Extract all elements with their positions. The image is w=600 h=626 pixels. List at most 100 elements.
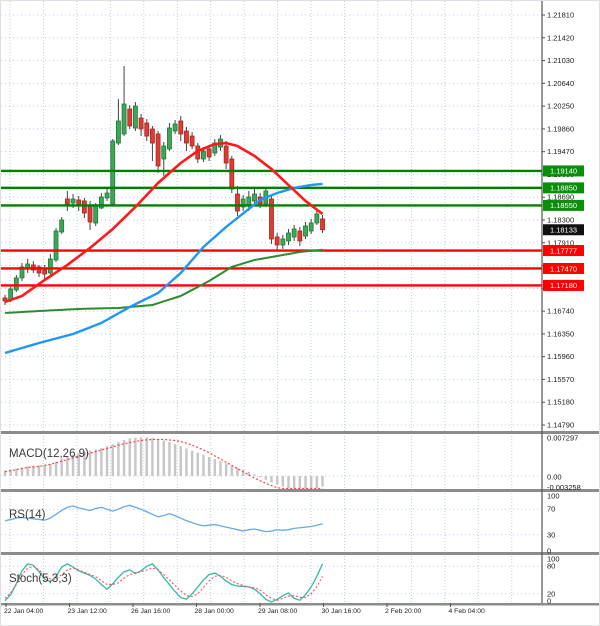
axis-tick-label: 0 bbox=[547, 547, 551, 556]
price-level-badges: 1.19140 1.18850 1.18550 1.17777 1.17470 1.171… bbox=[543, 165, 584, 291]
candle-bearish bbox=[81, 200, 87, 214]
candles-layer bbox=[2, 65, 325, 305]
axis-tick-label: 80 bbox=[547, 562, 555, 571]
axis-tick-label: -0.003258 bbox=[547, 483, 581, 492]
candle-bearish bbox=[206, 148, 212, 158]
candle-bearish bbox=[64, 198, 70, 205]
time-axis-label: 29 Jan 08:00 bbox=[258, 608, 298, 615]
time-axis-label: 4 Feb 04:00 bbox=[449, 608, 485, 615]
candle-bullish bbox=[246, 196, 252, 206]
resistance-badge-text: 1.18850 bbox=[550, 184, 577, 193]
time-axis-label: 2 Feb 20:00 bbox=[385, 608, 421, 615]
time-axis-label: 22 Jan 04:00 bbox=[4, 608, 44, 615]
candle-bullish bbox=[47, 258, 53, 274]
axis-tick-label: 1.21810 bbox=[547, 11, 574, 20]
stoch-d-line bbox=[4, 565, 323, 601]
support-badge bbox=[543, 262, 584, 274]
stoch-k-line bbox=[4, 563, 324, 603]
candle-bullish bbox=[240, 198, 246, 208]
candle-bullish bbox=[303, 225, 308, 237]
resistance-badge bbox=[543, 199, 584, 211]
axis-tick-label: 1.19860 bbox=[547, 124, 574, 133]
candle-bullish bbox=[286, 232, 291, 242]
last-price-badge bbox=[543, 224, 584, 236]
axis-tick-label: 0.007297 bbox=[547, 434, 578, 443]
support-badge-text: 1.17777 bbox=[550, 246, 577, 255]
candle-bearish bbox=[235, 193, 240, 212]
candle-bullish bbox=[201, 150, 206, 160]
candle-bearish bbox=[223, 145, 229, 164]
candle-bullish bbox=[110, 140, 116, 205]
candle-bearish bbox=[42, 269, 48, 275]
candle-bullish bbox=[104, 192, 110, 199]
candle-bearish bbox=[178, 120, 184, 135]
axis-tick-label: 1.17910 bbox=[547, 238, 574, 247]
candle-bearish bbox=[184, 130, 189, 144]
ma-green-slow bbox=[4, 248, 323, 314]
candle-bearish bbox=[127, 108, 133, 127]
candle-bearish bbox=[269, 198, 274, 240]
axis-tick-label: 70 bbox=[547, 505, 555, 514]
axis-tick-label: 1.18300 bbox=[547, 216, 574, 225]
axis-tick-label: 30 bbox=[547, 530, 555, 539]
time-axis-label: 26 Jan 16:00 bbox=[131, 608, 171, 615]
candle-bullish bbox=[19, 266, 25, 279]
candle-bullish bbox=[70, 198, 76, 204]
price-axis[interactable]: 1.21810 1.21420 1.21030 1.20640 1.20250 1.198… bbox=[542, 11, 581, 606]
support-resistance-lines bbox=[1, 169, 542, 287]
axis-tick-label: 1.21420 bbox=[547, 33, 574, 42]
candle-bullish bbox=[116, 120, 121, 144]
stochastic-panel bbox=[4, 563, 324, 603]
candle-bearish bbox=[320, 218, 325, 231]
candle-bearish bbox=[36, 266, 42, 274]
support-badge bbox=[543, 245, 584, 257]
candle-bearish bbox=[155, 133, 161, 167]
resistance-badge bbox=[543, 165, 584, 177]
candle-bullish bbox=[161, 145, 167, 160]
panel-separators bbox=[1, 1, 599, 606]
candle-bearish bbox=[144, 122, 150, 137]
ma-red-fast bbox=[4, 141, 324, 304]
last-price-badge-text: 1.18133 bbox=[550, 226, 577, 235]
grid-layer bbox=[1, 1, 542, 603]
candle-bullish bbox=[13, 277, 19, 291]
axis-tick-label: 1.18690 bbox=[547, 193, 574, 202]
candle-bullish bbox=[98, 196, 104, 209]
candle-bullish bbox=[53, 230, 59, 261]
ma-blue-medium bbox=[4, 182, 323, 355]
candle-bullish bbox=[59, 219, 65, 233]
axis-tick-label: 0.00 bbox=[547, 473, 562, 482]
candle-bearish bbox=[189, 135, 195, 147]
candle-bullish bbox=[314, 213, 320, 224]
candle-bullish bbox=[172, 123, 178, 132]
support-badge-text: 1.17180 bbox=[550, 281, 577, 290]
axis-tick-label: 0 bbox=[547, 597, 551, 606]
rsi-line bbox=[4, 504, 323, 533]
axis-tick-label: 1.15570 bbox=[547, 375, 574, 384]
axis-tick-label: 1.20250 bbox=[547, 102, 574, 111]
time-axis-label: 23 Jan 12:00 bbox=[68, 608, 108, 615]
candle-bearish bbox=[87, 205, 93, 223]
axis-tick-label: 1.21030 bbox=[547, 56, 574, 65]
axis-tick-label: 100 bbox=[547, 555, 560, 564]
candle-bullish bbox=[121, 103, 127, 135]
candle-bearish bbox=[229, 158, 235, 190]
rsi-panel bbox=[4, 504, 323, 533]
candle-bullish bbox=[252, 193, 257, 202]
axis-tick-label: 1.15960 bbox=[547, 352, 574, 361]
axis-tick-label: 1.15180 bbox=[547, 398, 574, 407]
candle-bearish bbox=[150, 128, 155, 144]
axis-tick-label: 1.16350 bbox=[547, 329, 574, 338]
candle-bearish bbox=[138, 117, 144, 130]
time-axis-label: 30 Jan 16:00 bbox=[322, 608, 362, 615]
candle-bullish bbox=[291, 228, 297, 238]
candle-bullish bbox=[93, 205, 99, 224]
axis-tick-label: 1.14790 bbox=[547, 421, 574, 430]
resistance-badge-text: 1.18550 bbox=[550, 201, 577, 210]
time-axis[interactable]: 22 Jan 04:00 23 Jan 12:00 26 Jan 16:00 28 J… bbox=[4, 603, 485, 615]
candle-bearish bbox=[297, 230, 303, 242]
support-badge-text: 1.17470 bbox=[550, 264, 577, 273]
axis-tick-label: 20 bbox=[547, 589, 555, 598]
